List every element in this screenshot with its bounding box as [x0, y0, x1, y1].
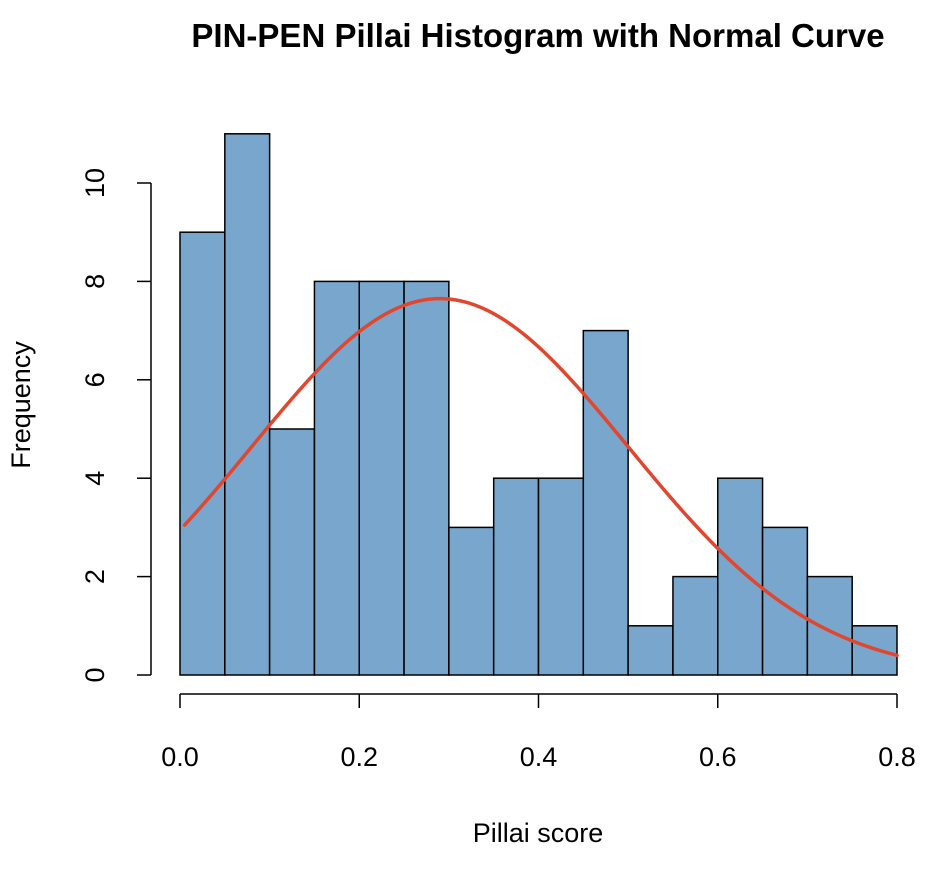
y-tick-label: 0 — [80, 667, 110, 682]
histogram-bar — [492, 477, 540, 676]
y-tick-label: 8 — [80, 274, 110, 289]
x-tick-label: 0.2 — [340, 742, 378, 772]
x-axis: 0.0 0.2 0.4 0.6 0.8 — [161, 693, 916, 772]
y-tick-label: 10 — [80, 168, 110, 198]
histogram-bar — [268, 428, 316, 676]
x-tick-label: 0.6 — [699, 742, 737, 772]
chart-title: PIN-PEN Pillai Histogram with Normal Cur… — [191, 17, 884, 54]
y-tick-label: 6 — [80, 372, 110, 387]
histogram-bar — [224, 133, 271, 676]
histogram-bar — [582, 329, 629, 676]
histogram-bar — [761, 526, 809, 676]
x-tick-label: 0.8 — [878, 742, 916, 772]
histogram-bar — [717, 477, 764, 676]
histogram-bar — [179, 231, 226, 676]
histogram-bar — [806, 575, 853, 676]
x-tick-label: 0.4 — [520, 742, 558, 772]
histogram-bar — [448, 526, 495, 676]
histogram-bar — [627, 625, 674, 676]
x-tick-label: 0.0 — [161, 742, 199, 772]
histogram-bar — [672, 575, 719, 676]
y-axis-label: Frequency — [6, 341, 36, 469]
histogram-bars — [179, 133, 898, 676]
y-tick-label: 2 — [80, 569, 110, 584]
y-tick-label: 4 — [80, 471, 110, 486]
histogram-bar — [358, 280, 405, 676]
histogram-bar — [403, 280, 450, 676]
histogram-bar — [313, 280, 360, 676]
x-axis-label: Pillai score — [473, 818, 604, 848]
histogram-bar — [537, 477, 585, 676]
normal-curve-layer — [182, 296, 899, 658]
y-axis: 0 2 4 6 8 10 — [80, 168, 152, 683]
normal-curve — [182, 296, 899, 658]
